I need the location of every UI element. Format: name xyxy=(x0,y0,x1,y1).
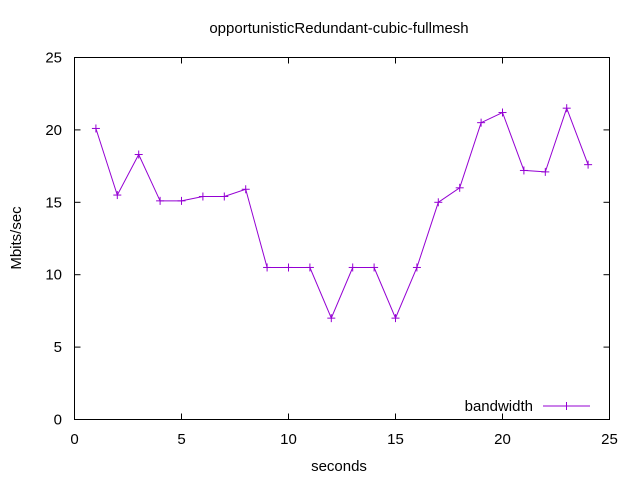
data-point xyxy=(156,196,165,205)
data-point xyxy=(241,185,250,194)
chart-title: opportunisticRedundant-cubic-fullmesh xyxy=(209,20,468,37)
axis-ticks xyxy=(74,57,610,420)
data-point xyxy=(477,118,486,127)
y-tick-label: 15 xyxy=(45,194,62,211)
data-point xyxy=(412,263,421,272)
data-point xyxy=(305,263,314,272)
x-tick-label: 25 xyxy=(601,431,618,448)
legend-marker-plus xyxy=(562,402,571,410)
legend: bandwidth xyxy=(465,398,590,415)
series-layer xyxy=(91,104,593,323)
y-tick-label: 5 xyxy=(54,339,62,356)
data-point xyxy=(498,108,507,117)
legend-marker-bandwidth xyxy=(562,402,571,410)
x-axis-label: seconds xyxy=(311,458,367,475)
data-point xyxy=(391,314,400,323)
data-point xyxy=(370,263,379,272)
x-tick-label: 5 xyxy=(177,431,185,448)
y-tick-label: 25 xyxy=(45,50,62,67)
data-point xyxy=(177,196,186,205)
data-point xyxy=(263,263,272,272)
data-point xyxy=(455,183,464,192)
data-point xyxy=(348,263,357,272)
x-tick-label: 20 xyxy=(494,431,511,448)
y-tick-label: 20 xyxy=(45,122,62,139)
legend-label-bandwidth: bandwidth xyxy=(465,398,533,415)
data-point xyxy=(198,192,207,201)
data-point xyxy=(134,150,143,159)
data-point xyxy=(91,124,100,133)
data-point xyxy=(327,314,336,323)
axis-tick-labels: 0 5 10 15 20 25 0 5 10 15 20 25 xyxy=(45,50,618,449)
plot-frame xyxy=(74,57,610,420)
data-point xyxy=(434,198,443,207)
data-point xyxy=(562,104,571,113)
series-line-bandwidth xyxy=(95,106,589,320)
data-point xyxy=(220,192,229,201)
y-axis-label: Mbits/sec xyxy=(8,206,25,270)
y-tick-label: 0 xyxy=(54,412,62,429)
data-point xyxy=(113,191,122,200)
x-tick-label: 10 xyxy=(280,431,297,448)
x-tick-label: 0 xyxy=(70,431,78,448)
data-point xyxy=(519,166,528,175)
data-point xyxy=(284,263,293,272)
x-tick-label: 15 xyxy=(387,431,404,448)
data-point xyxy=(584,160,593,169)
y-tick-label: 10 xyxy=(45,267,62,284)
data-point xyxy=(541,167,550,176)
